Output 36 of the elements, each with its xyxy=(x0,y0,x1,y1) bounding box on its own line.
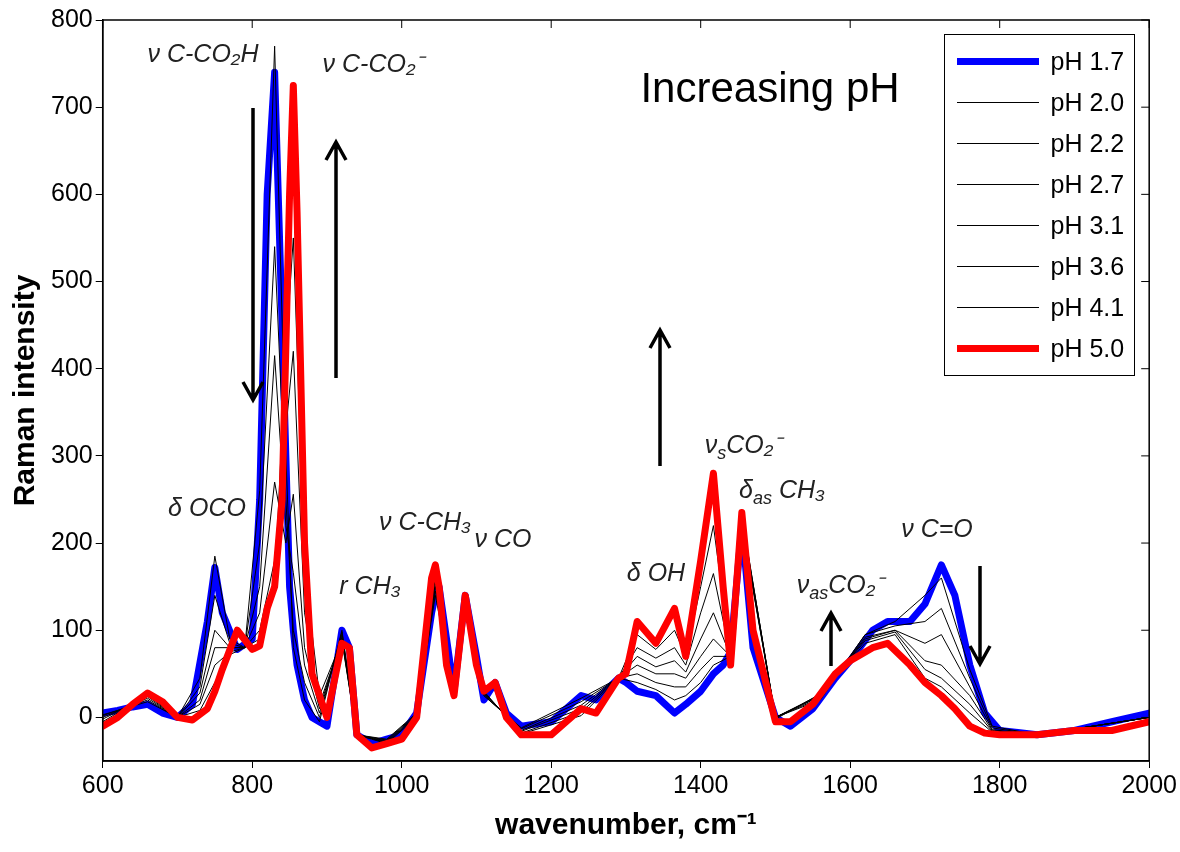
legend-label: pH 3.6 xyxy=(1050,252,1125,281)
annotation: r CH₃ xyxy=(339,570,401,600)
annotation: ν C=O xyxy=(901,513,973,543)
y-tick-label: 100 xyxy=(50,614,93,643)
y-axis-title: Raman intensity xyxy=(7,274,41,507)
legend-label: pH 4.1 xyxy=(1050,293,1125,322)
y-tick-label: 0 xyxy=(78,701,93,730)
x-tick-label: 1800 xyxy=(971,769,1028,798)
annotation: δ OCO xyxy=(168,492,246,522)
annotation: δ OH xyxy=(626,557,686,587)
x-tick-label: 2000 xyxy=(1121,769,1177,798)
x-tick-label: 1400 xyxy=(672,769,729,798)
x-tick-label: 600 xyxy=(81,769,124,798)
annotation: ν CO xyxy=(474,523,532,553)
y-tick-label: 400 xyxy=(50,352,93,381)
x-tick-label: 800 xyxy=(231,769,274,798)
legend-label: pH 1.7 xyxy=(1050,47,1125,76)
x-tick-label: 1200 xyxy=(523,769,580,798)
legend-label: pH 2.7 xyxy=(1050,170,1125,199)
y-tick-label: 300 xyxy=(50,439,93,468)
annotation: Increasing pH xyxy=(640,64,900,112)
y-tick-label: 600 xyxy=(50,178,93,207)
x-axis-title: wavenumber, cm⁻¹ xyxy=(494,807,757,841)
y-tick-label: 500 xyxy=(50,265,93,294)
annotation: δ$_{as}$ CH₃ xyxy=(739,475,825,509)
y-tick-label: 200 xyxy=(50,526,93,555)
annotation: ν C-CO₂H xyxy=(147,38,259,68)
legend-label: pH 2.0 xyxy=(1050,88,1125,117)
y-tick-label: 700 xyxy=(50,91,93,120)
x-tick-label: 1000 xyxy=(373,769,430,798)
legend-label: pH 3.1 xyxy=(1050,211,1125,240)
legend-label: pH 5.0 xyxy=(1050,334,1125,363)
x-tick-label: 1600 xyxy=(822,769,879,798)
legend-label: pH 2.2 xyxy=(1050,129,1125,158)
y-tick-label: 800 xyxy=(50,3,93,32)
annotation: ν C-CH₃ xyxy=(379,506,471,536)
